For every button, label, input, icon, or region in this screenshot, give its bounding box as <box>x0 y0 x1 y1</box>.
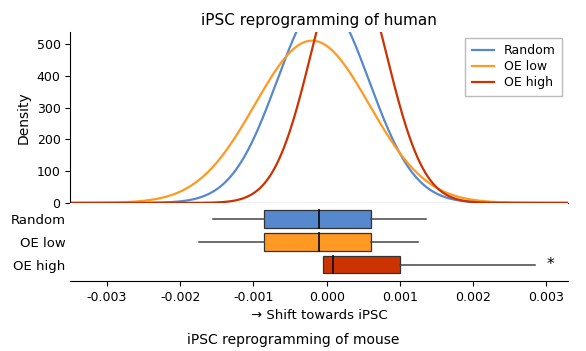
Bar <box>264 233 370 251</box>
Legend: Random, OE low, OE high: Random, OE low, OE high <box>465 38 562 95</box>
Random <box>30 201 37 205</box>
OE low <box>315 40 322 44</box>
Line: OE low: OE low <box>33 41 586 203</box>
OE low <box>309 39 316 43</box>
Random <box>60 201 67 205</box>
Title: iPSC reprogramming of human: iPSC reprogramming of human <box>202 13 437 28</box>
Random <box>315 0 322 4</box>
Random <box>299 16 306 21</box>
OE low <box>492 200 499 204</box>
OE low <box>60 201 67 205</box>
Line: Random: Random <box>33 0 586 203</box>
OE high <box>30 201 37 205</box>
Line: OE high: OE high <box>33 0 586 203</box>
OE high <box>60 201 67 205</box>
OE low <box>30 201 37 205</box>
Bar <box>323 256 400 273</box>
Random <box>492 201 499 205</box>
OE low <box>299 40 306 45</box>
Text: *: * <box>546 257 554 272</box>
Bar <box>264 210 370 228</box>
Text: iPSC reprogramming of mouse: iPSC reprogramming of mouse <box>187 333 399 347</box>
OE high <box>315 21 322 25</box>
Y-axis label: Density: Density <box>17 91 31 144</box>
Random <box>319 0 326 2</box>
OE high <box>299 83 306 87</box>
OE high <box>492 201 499 205</box>
X-axis label: → Shift towards iPSC: → Shift towards iPSC <box>251 309 388 322</box>
